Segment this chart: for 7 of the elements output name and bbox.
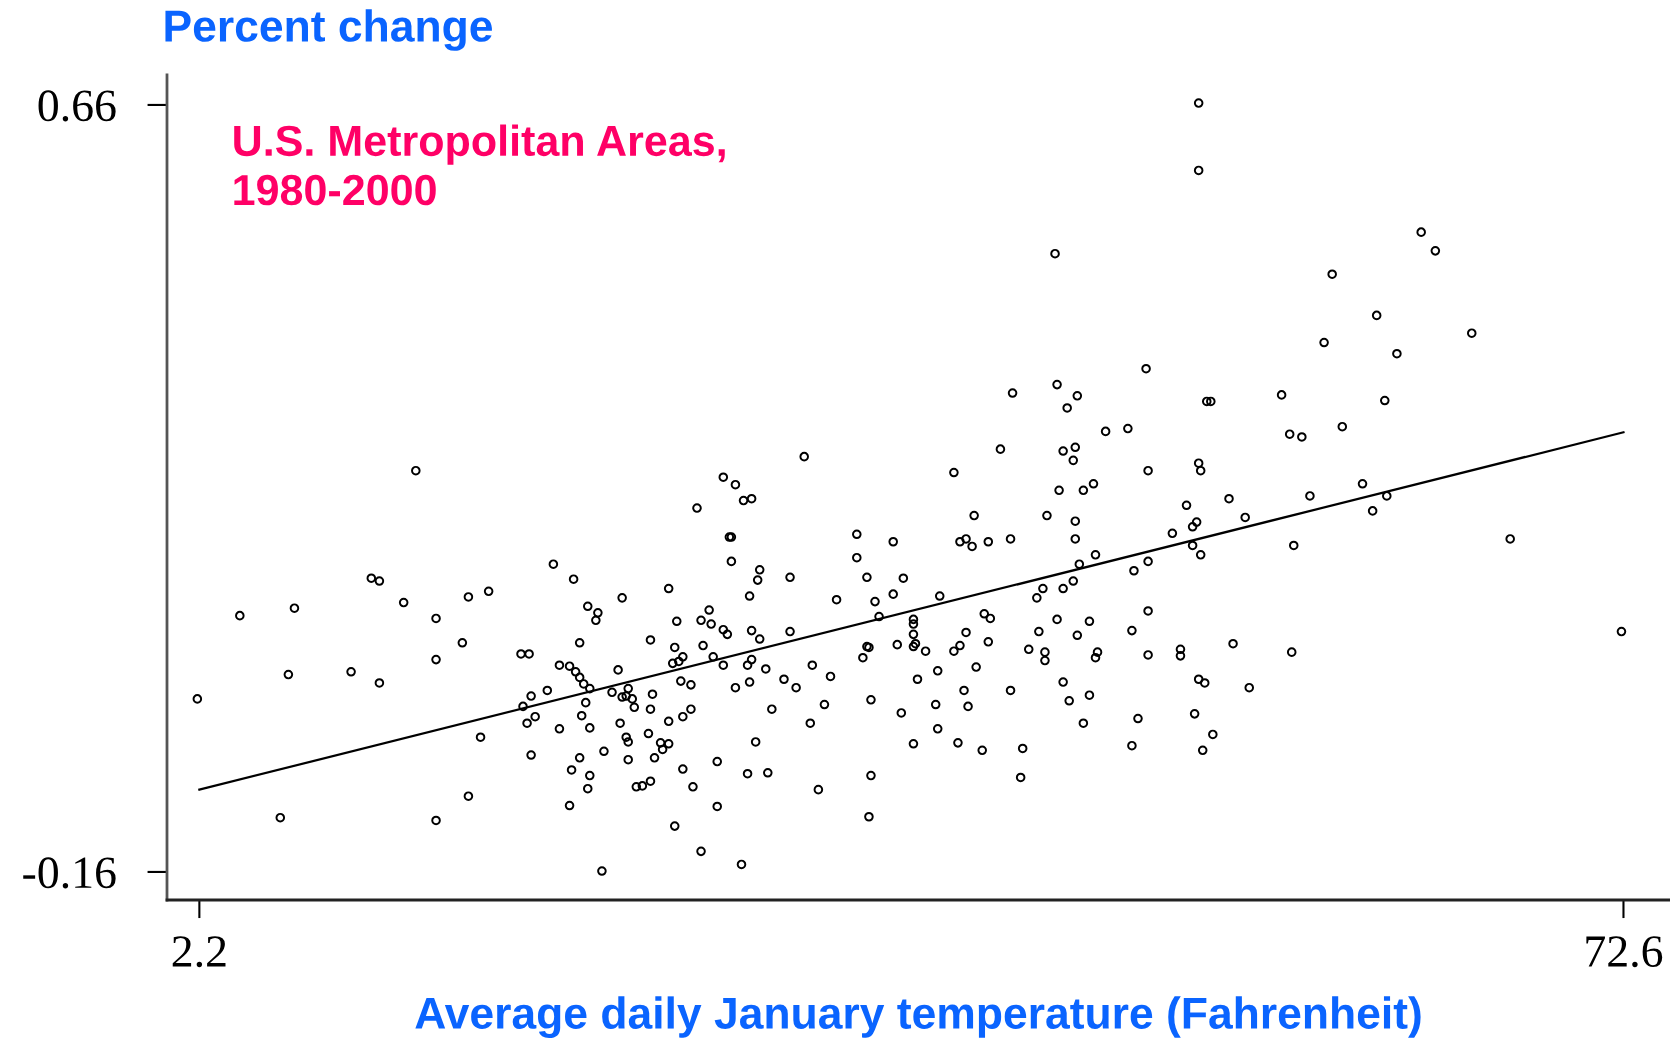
- y-axis-title: Percent change: [165, 9, 492, 51]
- y-tick-label: -0.16: [23, 857, 116, 889]
- x-axis-title: Average daily January temperature (Fahrenheit): [415, 996, 1421, 1038]
- text: U.S. Metropolitan Areas, 1980-2000: [234, 124, 725, 206]
- x-tick-label: 2.2: [172, 936, 226, 968]
- x-tick-label: 72.6: [1586, 936, 1663, 968]
- y-tick-label: 0.66: [38, 90, 116, 122]
